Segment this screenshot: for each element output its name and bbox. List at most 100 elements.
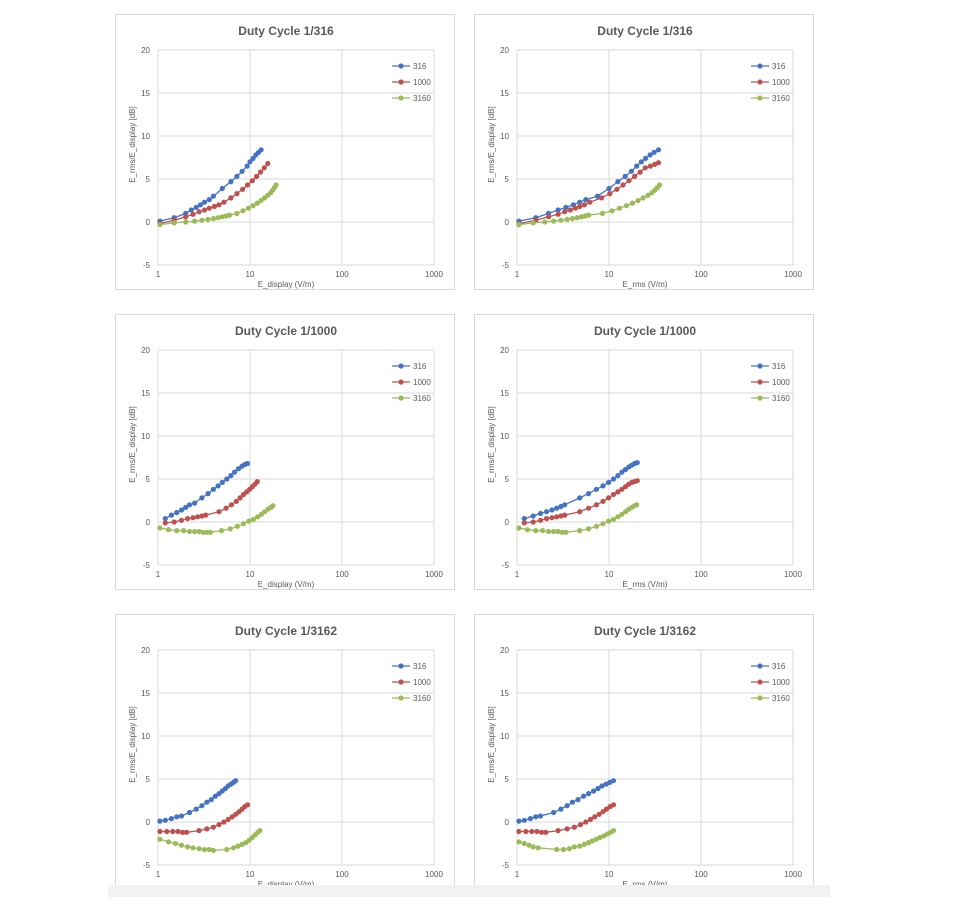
data-point-1000: [233, 498, 239, 504]
data-point-3160: [200, 529, 206, 535]
data-point-1000: [539, 829, 545, 835]
data-point-3160: [564, 216, 570, 222]
data-point-316: [555, 207, 561, 213]
data-point-316: [197, 202, 204, 208]
data-point-1000: [180, 829, 186, 835]
y-tick-label: 20: [141, 646, 150, 655]
data-point-3160: [610, 828, 617, 834]
data-point-1000: [606, 495, 612, 501]
y-tick-label: 10: [141, 132, 150, 141]
y-tick-label: 20: [500, 646, 509, 655]
data-point-316: [206, 197, 212, 203]
data-point-1000: [157, 828, 163, 835]
y-tick-label: 5: [146, 775, 151, 784]
series-line-1000: [159, 163, 269, 225]
y-tick-label: 0: [146, 818, 151, 827]
data-point-316: [247, 159, 253, 165]
data-point-1000: [228, 502, 235, 508]
y-tick-label: 20: [500, 346, 509, 355]
data-point-316: [586, 491, 592, 497]
data-point-316: [569, 799, 575, 805]
data-point-1000: [244, 802, 251, 808]
y-tick-label: -5: [143, 861, 151, 870]
data-point-1000: [228, 195, 234, 201]
data-point-316: [186, 502, 193, 508]
data-point-3160: [545, 528, 552, 535]
data-point-316: [527, 816, 533, 822]
data-point-3160: [205, 216, 211, 222]
data-point-1000: [530, 519, 536, 525]
data-point-1000: [164, 828, 170, 835]
y-tick-label: 5: [505, 775, 510, 784]
data-point-1000: [178, 517, 185, 523]
y-tick-label: 10: [500, 132, 509, 141]
data-point-1000: [162, 520, 168, 526]
data-point-316: [549, 507, 555, 513]
data-point-3160: [190, 845, 196, 851]
data-point-3160: [245, 205, 251, 211]
data-point-1000: [615, 489, 621, 495]
legend-marker: [757, 79, 763, 85]
y-tick-label: 15: [500, 689, 509, 698]
data-point-1000: [265, 160, 271, 167]
data-point-1000: [572, 205, 578, 211]
data-point-316: [244, 163, 250, 169]
legend-marker: [757, 379, 763, 385]
data-point-3160: [171, 220, 177, 226]
data-point-3160: [571, 844, 577, 850]
data-point-3160: [599, 210, 606, 216]
data-point-3160: [516, 222, 522, 228]
chart-panel-3: 20 15 10 5 0 -5 1 10 100 1000 Duty Cycle 1/1000 E_d…: [115, 314, 455, 590]
legend-label: 1000: [772, 78, 790, 87]
data-point-3160: [526, 842, 532, 848]
x-axis-label: E_display (V/m): [258, 880, 315, 889]
data-point-1000: [257, 169, 264, 175]
data-point-1000: [216, 822, 222, 828]
data-point-3160: [566, 846, 572, 852]
data-point-1000: [632, 173, 638, 179]
x-tick-label: 1: [515, 270, 520, 279]
data-point-1000: [196, 828, 202, 834]
data-point-316: [610, 476, 617, 482]
x-tick-label: 1: [156, 570, 161, 579]
data-point-3160: [192, 218, 198, 224]
data-point-316: [210, 193, 216, 199]
data-point-1000: [254, 479, 260, 485]
data-point-316: [593, 486, 599, 492]
data-point-316: [192, 500, 198, 506]
data-point-1000: [183, 214, 189, 220]
data-point-316: [228, 179, 234, 185]
series-line-316: [518, 149, 659, 222]
data-point-316: [595, 785, 601, 792]
data-point-316: [174, 814, 180, 820]
data-point-3160: [554, 846, 560, 853]
legend-marker: [398, 663, 404, 669]
legend-marker: [757, 363, 763, 369]
data-point-3160: [593, 523, 599, 529]
data-point-316: [199, 803, 205, 809]
data-point-3160: [645, 192, 651, 198]
data-point-3160: [240, 208, 246, 214]
data-point-3160: [207, 529, 213, 535]
data-point-3160: [196, 846, 202, 852]
data-point-1000: [516, 828, 522, 835]
legend-label: 316: [772, 62, 786, 71]
data-point-3160: [560, 846, 567, 853]
data-point-3160: [235, 843, 241, 849]
data-point-316: [157, 818, 163, 824]
data-point-316: [201, 199, 208, 205]
y-tick-label: -5: [502, 561, 510, 570]
data-point-3160: [215, 215, 221, 221]
data-point-316: [537, 510, 544, 516]
y-tick-label: 15: [141, 389, 150, 398]
chart-panel-4: 20 15 10 5 0 -5 1 10 100 1000 Duty Cycle 1/1000 E_r…: [474, 314, 814, 590]
chart-title: Duty Cycle 1/3162: [235, 624, 337, 638]
data-point-3160: [196, 528, 202, 535]
y-tick-label: 10: [500, 432, 509, 441]
data-point-316: [651, 149, 657, 155]
data-point-316: [606, 185, 612, 192]
data-point-316: [615, 179, 621, 185]
chart-title: Duty Cycle 1/316: [597, 24, 693, 38]
data-point-3160: [640, 195, 646, 201]
data-point-316: [577, 495, 583, 501]
